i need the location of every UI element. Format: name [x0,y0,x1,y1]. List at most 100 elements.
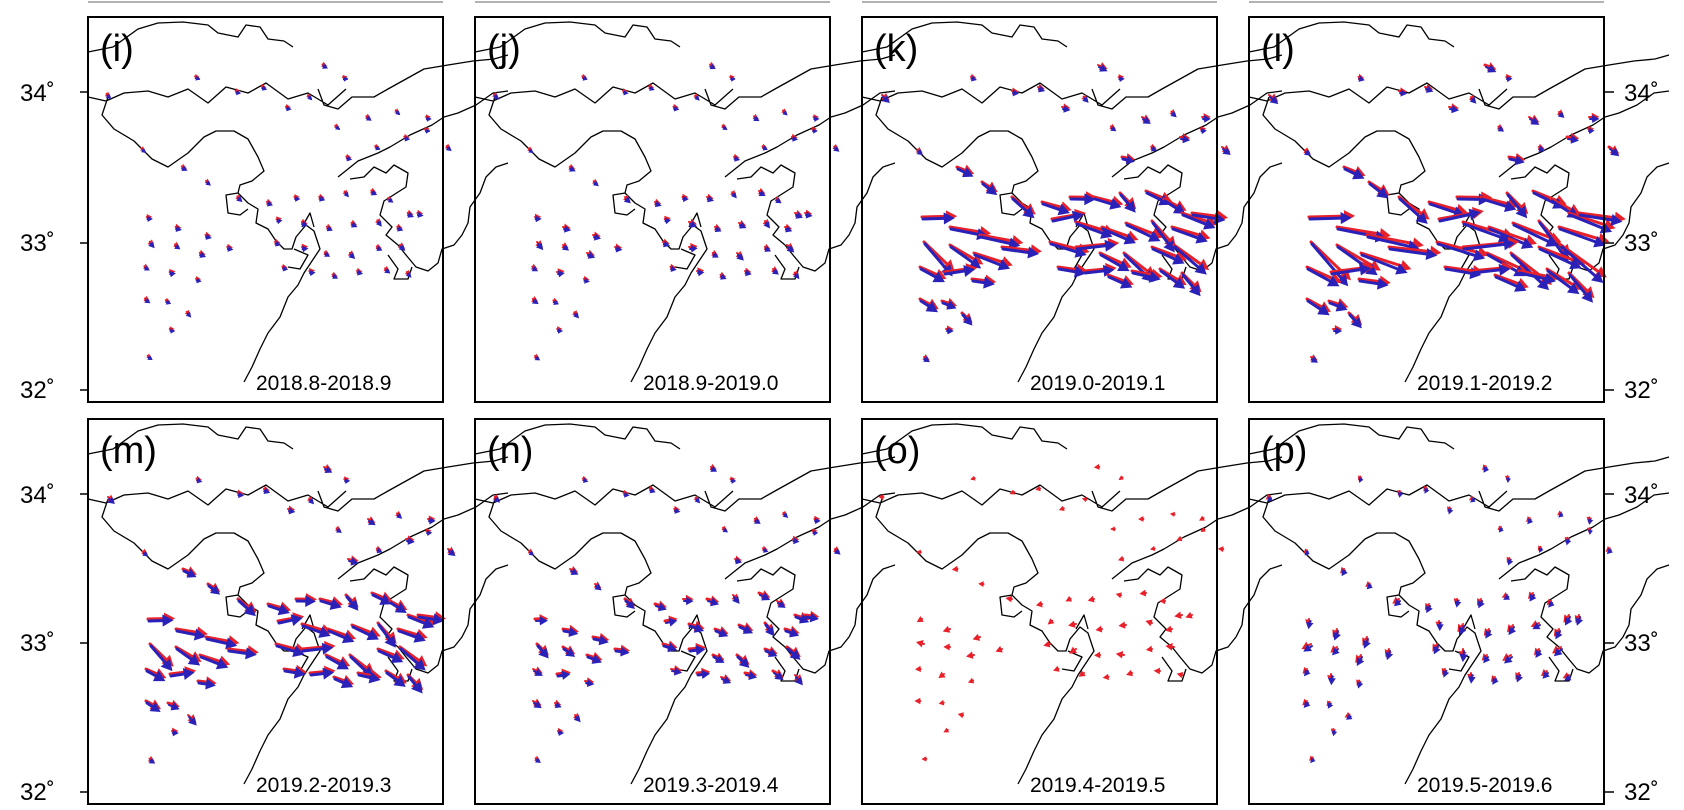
model-arrow-shaft [533,702,537,706]
panel-letter: (n) [487,430,533,472]
model-arrow-head [322,63,329,69]
model-arrow-shaft [961,313,969,321]
observed-arrow-head [1150,545,1156,551]
model-arrow-head [366,629,379,641]
observed-arrow-shaft [1493,273,1520,286]
model-arrow-head [1317,304,1330,316]
coastline [474,21,896,383]
model-arrow-head [266,200,273,207]
observed-arrow-shaft [918,265,938,276]
model-arrow-head [663,240,671,248]
model-arrow-shaft [923,242,948,270]
panel-letter: (o) [874,430,920,472]
model-arrow-head [1610,214,1623,226]
panel-letter: (j) [487,28,521,70]
model-arrow-shaft [1011,197,1028,213]
observed-arrow-shaft [1092,195,1115,204]
observed-arrow-shaft [771,669,778,675]
model-arrow-head [1148,270,1161,283]
observed-arrow-shaft [776,600,780,604]
observed-arrow-shaft [1427,603,1430,606]
model-arrow-shaft [175,629,197,637]
model-arrow-head [341,631,355,644]
model-arrow-head [812,128,818,134]
model-arrow-head [181,165,188,172]
model-arrow-head [962,315,973,326]
model-arrow-head [346,155,353,162]
model-arrow-head [1527,518,1534,525]
model-arrow-head [1038,85,1046,93]
model-arrow-head [199,251,207,258]
model-arrow-head [329,598,342,610]
model-arrow-head [1558,512,1564,518]
model-arrow-head [625,600,635,610]
observed-arrow-shaft [736,252,740,255]
model-arrow-head [1305,621,1314,630]
panel-i: (i) 2018.8-2018.9 [87,16,509,403]
model-arrow-shaft [1151,247,1177,261]
model-arrow-shaft [205,637,229,645]
observed-arrow-shaft [1443,265,1475,273]
model-arrow-head [1385,651,1394,661]
model-arrow-head [1514,155,1525,166]
model-arrow-head [1472,249,1486,262]
model-arrow-head [1468,208,1481,221]
model-arrow-head [445,145,452,152]
observed-arrow-head [938,699,945,706]
model-arrow-head [1336,274,1349,287]
model-arrow-head [1027,246,1040,259]
model-arrow-head [535,215,542,223]
model-arrow-shaft [1191,213,1217,220]
observed-arrow-shaft [1537,245,1577,262]
model-arrow-shaft [319,599,333,606]
model-arrow-head [1426,605,1433,614]
model-arrow-shaft [1159,269,1178,284]
model-arrow-head [147,216,153,222]
observed-arrow-head [1138,515,1144,522]
model-arrow-shaft [1486,656,1489,659]
model-arrow-head [718,628,729,638]
model-arrow-head [319,195,326,202]
panel-letter: (k) [874,28,918,70]
model-arrow-head [1356,657,1365,667]
panel-period: 2019.4-2019.5 [1030,774,1165,797]
model-arrow-shaft [1099,253,1122,268]
model-arrow-head [690,245,698,253]
observed-arrow-shaft [1048,240,1081,251]
panel-j: (j) 2018.9-2019.0 [474,16,896,403]
lat-32-label-row1-right: 32˚ [1624,377,1659,404]
model-arrow-shaft [1438,213,1472,223]
model-arrow-shaft [1123,253,1148,276]
model-arrow-head [962,167,974,178]
model-arrow-head [1123,233,1136,245]
model-arrow-head [1102,264,1115,277]
model-arrow-head [1063,105,1071,113]
panel-n: (n) 2019.3-2019.4 [474,418,896,805]
model-arrow-shaft [448,550,452,553]
model-arrow-shaft [1529,118,1534,122]
model-arrow-head [985,184,998,196]
model-arrow-shaft [1001,247,1030,254]
observed-arrow-head [1094,651,1101,659]
model-arrow-head [916,149,924,156]
model-arrow-head [1436,624,1444,632]
model-arrow-shaft [283,669,297,675]
model-arrow-head [404,135,411,142]
model-arrow-head [225,637,238,650]
model-arrow-head [368,671,381,684]
model-arrow-head [695,645,706,656]
model-arrow-head [205,678,216,690]
model-arrow-head [1467,676,1476,684]
model-arrow-head [1503,594,1511,600]
model-arrow-head [1454,600,1462,608]
model-arrow-shaft [733,596,737,600]
observed-arrow-shaft [942,267,968,274]
observed-arrow-shaft [1000,245,1033,252]
observed-arrow-shaft [1144,189,1164,200]
observed-arrow-shaft [174,627,199,634]
observed-arrow-shaft [204,635,231,643]
model-arrow-head [528,550,535,556]
model-arrow-head [384,267,391,274]
lat-33-label-row2-left: 33˚ [20,630,55,657]
panel-period: 2019.0-2019.1 [1030,372,1165,395]
